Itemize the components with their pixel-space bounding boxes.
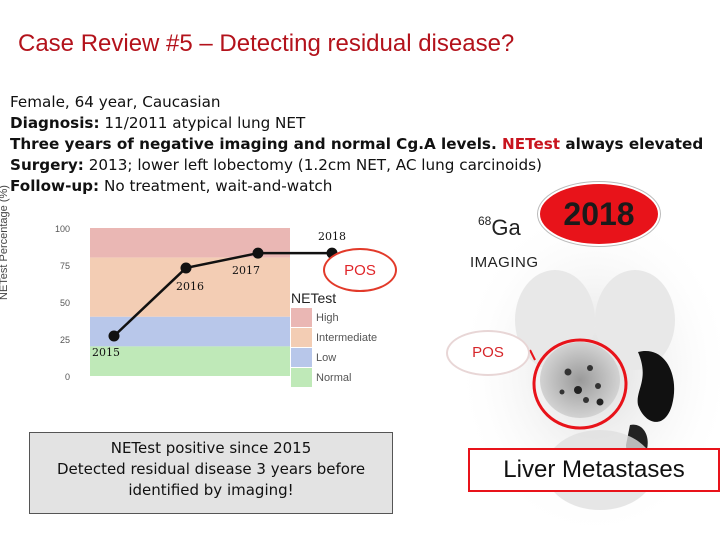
history-pre: Three years of negative imaging and norm…	[10, 135, 503, 153]
legend-title: NETest	[291, 290, 337, 306]
chart-y-axis-label: NETest Percentage (%)	[0, 185, 10, 300]
history-post: always elevated	[560, 135, 704, 153]
history-netest: NETest	[502, 135, 561, 153]
y-tick-label: 50	[60, 298, 70, 308]
netest-series-line	[113, 251, 332, 337]
band-low	[90, 316, 290, 347]
y-tick-label: 0	[65, 372, 70, 382]
history-line: Three years of negative imaging and norm…	[10, 134, 710, 155]
imaging-pos-badge: POS	[446, 330, 530, 376]
legend-item: Low	[291, 348, 391, 367]
legend-label: Intermediate	[316, 331, 378, 344]
data-point	[108, 330, 120, 342]
tracer-symbol: Ga	[491, 215, 521, 240]
legend-swatch	[291, 308, 312, 327]
summary-line-2: Detected residual disease 3 years before	[56, 460, 366, 478]
surgery-value: 2013; lower left lobectomy (1.2cm NET, A…	[83, 156, 542, 174]
surgery-line: Surgery: 2013; lower left lobectomy (1.2…	[10, 155, 710, 176]
legend-swatch	[291, 348, 312, 367]
slide-title: Case Review #5 – Detecting residual dise…	[18, 30, 515, 57]
summary-box: NETest positive since 2015 Detected resi…	[29, 432, 393, 514]
data-point	[252, 247, 264, 259]
legend-label: High	[316, 311, 339, 324]
chart-legend: NETest High Intermediate Low Normal	[291, 290, 391, 388]
followup-label: Follow-up:	[10, 177, 100, 195]
diagnosis-line: Diagnosis: 11/2011 atypical lung NET	[10, 113, 710, 134]
y-tick-label: 75	[60, 261, 70, 271]
netest-chart-svg: 0 25 50 75 100 2015 2016 2017 2018	[55, 224, 346, 382]
point-label: 2018	[318, 230, 346, 243]
legend-swatch	[291, 368, 312, 387]
imaging-pos-text: POS	[472, 344, 504, 361]
imaging-label: IMAGING	[470, 254, 539, 271]
legend-item: Normal	[291, 368, 391, 387]
imaging-year-badge: 2018	[538, 182, 660, 246]
point-label: 2016	[176, 280, 204, 293]
legend-label: Normal	[316, 371, 352, 384]
y-tick-label: 25	[60, 335, 70, 345]
legend-label: Low	[316, 351, 337, 364]
diagnosis-label: Diagnosis:	[10, 114, 100, 132]
chart-pos-annotation: POS	[323, 248, 397, 292]
legend-item: High	[291, 308, 391, 327]
point-label: 2015	[92, 346, 120, 359]
followup-line: Follow-up: No treatment, wait-and-watch	[10, 176, 710, 197]
data-point	[180, 262, 192, 274]
summary-line-1: NETest positive since 2015	[110, 439, 312, 457]
tracer-label: 68Ga	[478, 214, 521, 241]
legend-swatch	[291, 328, 312, 347]
chart-pos-text: POS	[344, 262, 376, 279]
y-tick-label: 100	[55, 224, 70, 234]
netest-chart: 0 25 50 75 100 2015 2016 2017 2018	[36, 222, 396, 402]
legend-rows: High Intermediate Low Normal	[291, 308, 391, 387]
tracer-mass: 68	[478, 214, 492, 228]
summary-line-3: identified by imaging!	[128, 481, 294, 499]
band-normal	[90, 346, 290, 376]
patient-line: Female, 64 year, Caucasian	[10, 93, 221, 111]
diagnosis-value: 11/2011 atypical lung NET	[99, 114, 306, 132]
case-facts: Female, 64 year, Caucasian Diagnosis: 11…	[10, 92, 710, 197]
finding-label: Liver Metastases	[468, 448, 720, 492]
followup-value: No treatment, wait-and-watch	[99, 177, 333, 195]
surgery-label: Surgery:	[10, 156, 84, 174]
point-label: 2017	[232, 264, 260, 277]
legend-item: Intermediate	[291, 328, 391, 347]
